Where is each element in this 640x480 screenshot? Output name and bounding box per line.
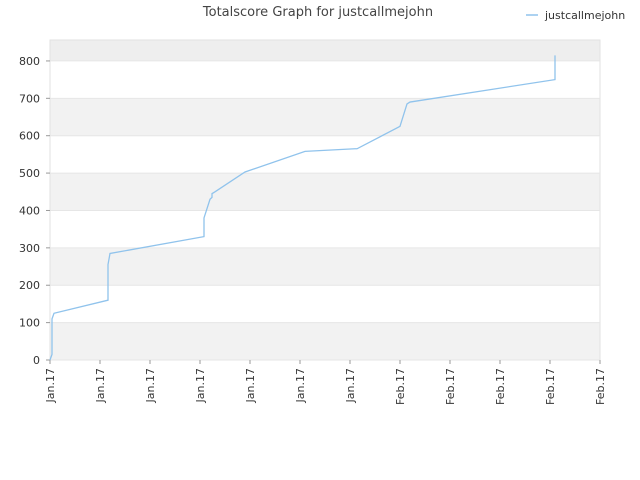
- x-tick-label: Feb.17: [444, 368, 457, 405]
- x-tick-label: Jan.17: [194, 368, 207, 403]
- x-tick-label: Feb.17: [544, 368, 557, 405]
- y-tick-label: 200: [19, 279, 40, 292]
- legend-label: justcallmejohn: [544, 9, 625, 22]
- x-tick-label: Feb.17: [594, 368, 607, 405]
- y-tick-label: 0: [33, 354, 40, 367]
- x-tick-label: Jan.17: [244, 368, 257, 403]
- y-tick-label: 800: [19, 55, 40, 68]
- x-tick-label: Jan.17: [144, 368, 157, 403]
- grid-band: [50, 322, 600, 360]
- grid-band: [50, 98, 600, 136]
- x-tick-label: Jan.17: [344, 368, 357, 403]
- y-tick-label: 500: [19, 167, 40, 180]
- chart-title: Totalscore Graph for justcallmejohn: [202, 5, 433, 20]
- line: [49, 55, 556, 361]
- x-tick-label: Feb.17: [494, 368, 507, 405]
- x-tick-label: Feb.17: [394, 368, 407, 405]
- x-tick-label: Jan.17: [94, 368, 107, 403]
- x-tick-label: Jan.17: [44, 368, 57, 403]
- y-tick-label: 100: [19, 317, 40, 330]
- grid-band: [50, 173, 600, 211]
- y-tick-label: 400: [19, 204, 40, 217]
- grid-band: [50, 247, 600, 286]
- y-tick-label: 600: [19, 130, 40, 143]
- grid-band: [50, 40, 600, 61]
- x-tick-label: Jan.17: [294, 368, 307, 403]
- y-tick-label: 300: [19, 242, 40, 255]
- y-tick-label: 700: [19, 92, 40, 105]
